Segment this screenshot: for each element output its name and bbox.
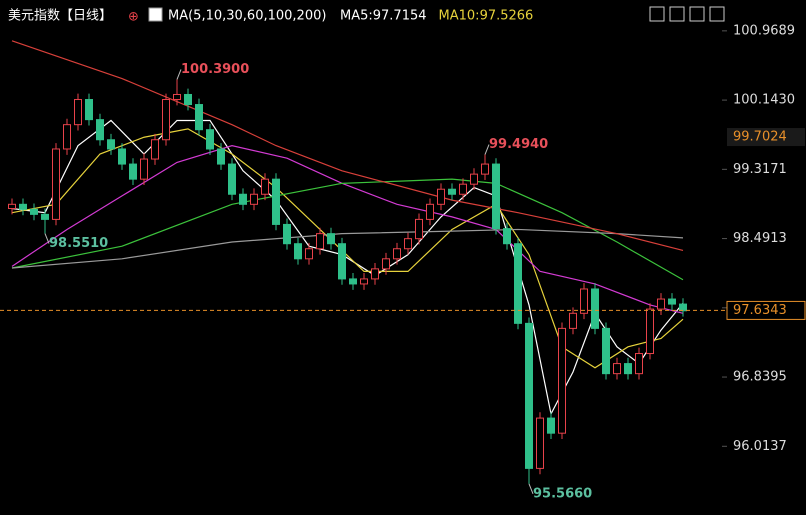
candle-body [195,104,203,131]
candle-body [250,193,258,205]
toolbar-button[interactable] [689,6,705,22]
annotation: 95.5660 [533,486,592,501]
y-tick-label: 96.8395 [733,370,787,385]
current-price-box [726,300,806,320]
candle-body [151,139,159,160]
candle-body [217,148,225,165]
candle-body [536,417,544,469]
candle-body [52,148,60,220]
candle-body [679,303,687,312]
icon: ⊕ [128,10,139,25]
candle-body [107,139,115,150]
toolbar [649,6,725,22]
candle-body [63,124,71,150]
toolbar-button[interactable] [669,6,685,22]
y-tick-label: 98.4913 [733,231,787,246]
candle-body [426,203,434,220]
candle-body [327,233,335,245]
toolbar-button[interactable] [649,6,665,22]
annotation-leader [44,233,50,244]
candle-body [547,417,555,434]
ma-line [11,119,684,416]
ma-line [11,40,684,251]
candle-body [382,258,390,270]
candle-body [305,248,313,260]
candle-body [294,243,302,260]
candle-body [558,327,566,434]
y-tick-label: 100.1430 [733,93,795,108]
candle-body [437,188,445,205]
candle-body [261,178,269,195]
candle-body [96,119,104,141]
candle-body [404,238,412,250]
annotation: 98.5510 [49,236,108,251]
candle-body [360,278,368,285]
candle-body [459,183,467,195]
ma-readout: MA10:97.5266 [439,9,534,24]
candle-body [569,312,577,329]
y-tick-label: 96.0137 [733,439,787,454]
candle-body [74,99,82,126]
candle-body [316,233,324,250]
annotation-leader [528,483,534,494]
indicator-label: MA(5,10,30,60,100,200) [168,9,326,24]
candle-body [30,208,38,215]
chart-title: 美元指数【日线】 [8,9,112,24]
candle-body [272,178,280,225]
candle-body [41,213,49,220]
candle-body [162,99,170,141]
candle-body [635,353,643,375]
y-tick-label: 99.3171 [733,162,787,177]
candle-body [448,188,456,195]
candle-body [338,243,346,280]
annotation-leader [176,69,182,80]
candle-body [129,163,137,180]
candle-body [283,223,291,245]
candle-body [580,288,588,314]
current-price-label: 97.6343 [733,303,787,318]
candle-body [173,93,181,101]
marker-price-box [727,128,805,147]
candle-body [85,99,93,121]
candle-body [371,268,379,280]
candle-body [514,243,522,324]
ma-readout: MA5:97.7154 [340,9,427,24]
icon [148,7,163,22]
candle-body [8,203,16,209]
annotation: 100.3900 [181,62,249,77]
candle-body [206,129,214,150]
candle-body [415,218,423,240]
y-tick-label: 100.9689 [733,23,795,38]
ma-line [11,178,684,281]
candle-body [184,93,192,106]
candle-body [591,288,599,329]
candle-body [525,322,533,469]
annotation: 99.4940 [489,137,548,152]
candle-body [503,228,511,245]
ma-line [11,145,684,314]
candle-body [613,363,621,375]
candle-body [481,163,489,175]
candle-body [657,298,665,310]
candle-body [19,203,27,210]
candle-body [239,193,247,205]
candle-body [393,248,401,260]
marker-price-label: 99.7024 [733,130,787,145]
candle-body [668,298,676,305]
candle-body [228,163,236,195]
candle-body [349,278,357,285]
candle-body [470,173,478,185]
candle-body [646,308,654,355]
candles [8,79,687,484]
annotation-leader [484,144,490,155]
candle-body [492,163,500,230]
candle-body [602,327,610,375]
candle-body [118,148,126,165]
candle-body [140,158,148,180]
candle-body [624,363,632,375]
toolbar-button[interactable] [709,6,725,22]
ma-line [11,228,684,269]
